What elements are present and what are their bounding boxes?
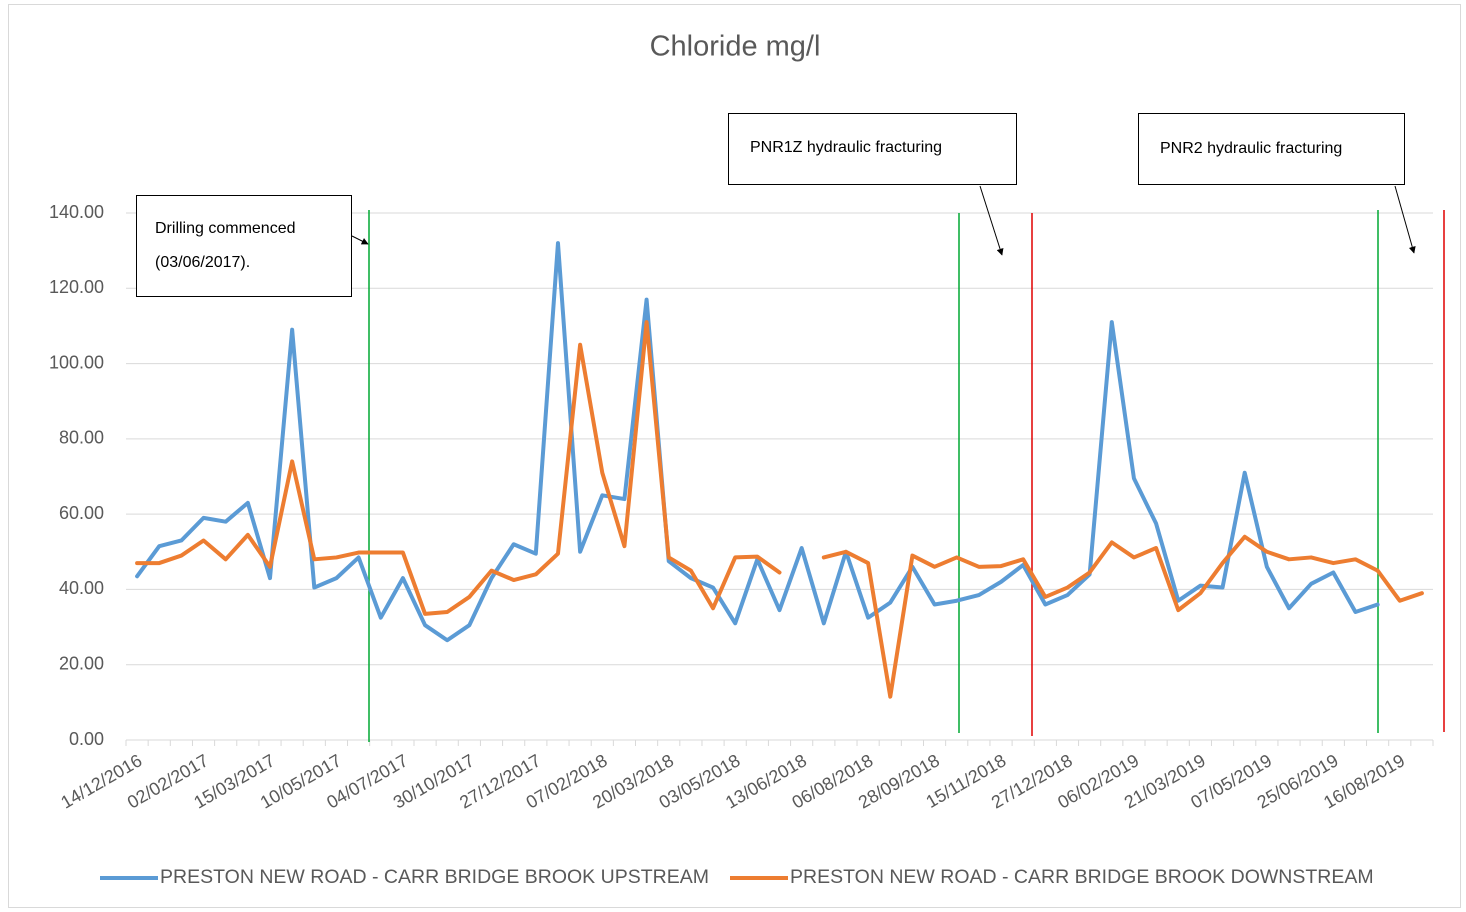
annotation-box [136, 195, 352, 297]
annotation-arrow [979, 185, 1004, 256]
legend: PRESTON NEW ROAD - CARR BRIDGE BROOK UPS… [100, 866, 1374, 888]
y-tick-label: 80.00 [59, 428, 104, 448]
annotation-box [728, 113, 1017, 185]
y-tick-label: 140.00 [49, 202, 104, 222]
y-tick-label: 120.00 [49, 277, 104, 297]
annotation-arrow [1394, 185, 1416, 254]
annotations: Drilling commenced (03/06/2017). PNR1Z h… [136, 113, 1416, 297]
y-tick-label: 100.00 [49, 352, 104, 372]
plot [135, 241, 1424, 699]
y-tick-label: 0.00 [69, 729, 104, 749]
series-line [135, 320, 782, 616]
annotation-arrow [351, 235, 369, 245]
annotation-box [1138, 113, 1405, 185]
chart-title: Chloride mg/l [650, 31, 821, 63]
y-tick-label: 20.00 [59, 653, 104, 673]
y-tick-label: 60.00 [59, 503, 104, 523]
annotation-text: PNR1Z hydraulic fracturing [750, 139, 942, 156]
annotation-text: Drilling commenced [155, 220, 296, 237]
legend-label: PRESTON NEW ROAD - CARR BRIDGE BROOK DOW… [790, 866, 1374, 888]
legend-label: PRESTON NEW ROAD - CARR BRIDGE BROOK UPS… [160, 866, 709, 888]
series-line [821, 534, 1424, 699]
series-line [135, 241, 1380, 643]
event-lines [368, 210, 1445, 742]
annotation-text: (03/06/2017). [155, 254, 250, 271]
annotation-text: PNR2 hydraulic fracturing [1160, 140, 1342, 157]
y-tick-label: 40.00 [59, 578, 104, 598]
